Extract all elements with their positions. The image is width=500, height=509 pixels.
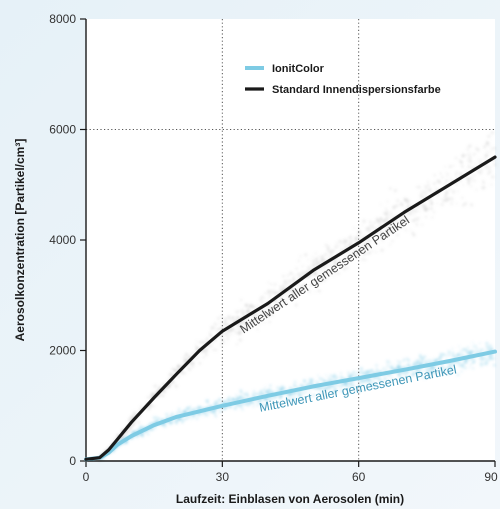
y-tick-label: 2000: [49, 344, 76, 358]
y-tick-label: 8000: [49, 12, 76, 26]
y-tick-label: 6000: [49, 123, 76, 137]
legend: IonitColor Standard Innendispersionsfarbe: [245, 63, 441, 96]
series-line-ionitcolor: [84, 349, 497, 462]
x-tick-label: 90: [484, 470, 498, 484]
y-axis-title: Aerosolkonzentration [Partikel/cm³]: [13, 139, 27, 342]
x-tick-label: 0: [83, 470, 90, 484]
x-tick-label: 60: [352, 470, 366, 484]
legend-label: IonitColor: [272, 63, 325, 75]
y-tick-label: 4000: [49, 233, 76, 247]
series-line-standard: [84, 155, 497, 461]
scatter-cloud: [98, 131, 497, 462]
x-axis-title: Laufzeit: Einblasen von Aerosolen (min): [176, 492, 404, 506]
legend-label: Standard Innendispersionsfarbe: [272, 84, 441, 96]
x-tick-label: 30: [216, 470, 230, 484]
y-tick-label: 0: [69, 454, 76, 468]
